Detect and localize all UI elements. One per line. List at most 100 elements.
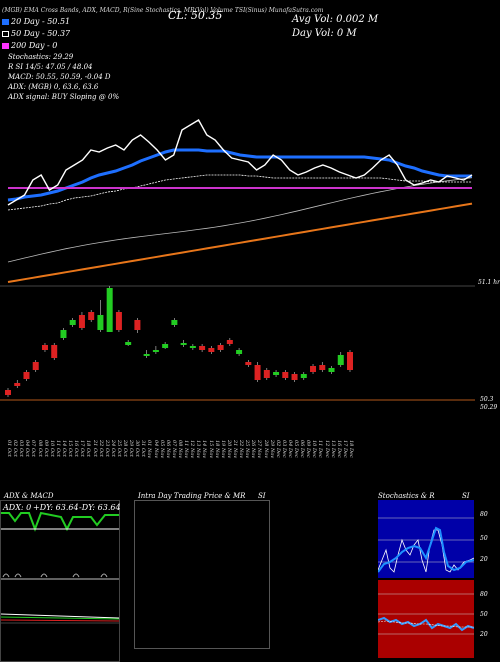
stochastics-chart [378,517,474,573]
adx-line [1,511,119,532]
date-label: 10 Dec [311,440,318,458]
date-label: 22 Nov [238,440,245,459]
date-label: 13 Nov [195,440,202,459]
histogram-line [1,619,119,622]
orange-band-line [7,202,473,283]
candle-body [208,348,215,352]
date-label: 18 Dec [348,440,354,458]
candle-body [245,362,252,365]
candle-body [300,374,307,378]
ma-series [7,119,473,283]
vol-top-label: 50.3 [480,396,494,403]
date-label: 28 Nov [262,440,269,459]
date-label: 04 Dec [286,440,293,458]
candle-body [189,346,196,348]
date-label: 07 Nov [170,440,177,459]
macd-info: MACD: 50.55, 50.59, -0.04 D [8,73,111,81]
date-label: 08 Oct [36,440,43,457]
adx-value: ADX: 0 [3,503,32,512]
date-label: 12 Nov [189,440,196,459]
candle-body [291,374,298,380]
date-label: 18 Oct [85,440,92,457]
date-label: 10 Oct [48,440,55,457]
macd-histogram-top [2,573,108,578]
date-label: 30 Oct [134,440,141,457]
main-price-chart [0,119,475,401]
intraday-panel [134,500,270,649]
candle-body [273,372,280,375]
date-label: 11 Dec [317,440,324,458]
date-label: 26 Nov [250,440,257,459]
rsi-tick-50: 50 [480,611,488,618]
date-label: 12 Dec [323,440,330,458]
candle-body [97,315,104,330]
rsi-chart [378,593,474,635]
date-label: 14 Oct [60,440,67,457]
candle-body [180,343,187,345]
rsi-line [378,616,474,632]
candle-body [310,366,317,372]
ema200-label: 200 Day - 0 [11,41,58,50]
date-label: 04 Oct [24,440,31,457]
intraday-panel-title-right: SI [258,492,266,500]
date-label: 14 Nov [201,440,208,459]
mrsi-line [378,620,474,628]
vol-bottom-label: 50.29 [480,404,498,411]
date-label: 07 Oct [30,440,37,457]
stoch-panel-title: Stochastics & R [378,492,435,500]
date-label: 17 Oct [79,440,86,457]
ma-pane-label: 51.1 hr [478,279,500,286]
candle-body [69,320,76,325]
candle-body [226,340,233,344]
stoch-tick-20: 20 [480,556,488,563]
candle-body [217,345,224,350]
date-label: 22 Oct [97,440,104,457]
date-label: 21 Nov [231,440,238,459]
date-label: 15 Nov [207,440,214,459]
rsi-info: R SI 14/5: 47.05 / 48.04 [8,63,93,71]
stoch-panel-title-right: SI [462,492,470,500]
stochastics-panel [378,500,474,578]
candle-body [88,312,95,320]
avg-volume: Avg Vol: 0.002 M [292,14,379,25]
candle-body [152,350,159,352]
candles [5,286,353,397]
date-label: 02 Dec [274,440,281,458]
adx-info: ADX: (MGB) 0, 63.6, 63.6 [8,83,99,91]
legend-ema50: 50 Day - 50.37 [2,30,70,38]
adx-panel-title: ADX & MACD [4,492,54,500]
date-label: 01 Oct [6,440,12,457]
candle-body [23,372,30,379]
date-label: 31 Oct [140,440,147,457]
date-label: 21 Oct [91,440,98,457]
date-label: 09 Dec [305,440,312,458]
close-price: CL: 50.35 [168,9,223,22]
signal-line [1,616,119,620]
candle-body [319,365,326,370]
ema20-swatch [2,19,9,25]
lower-envelope-line [7,177,473,263]
candle-body [263,370,270,378]
date-label: 19 Nov [219,440,226,459]
candle-body [254,365,261,380]
date-label: 03 Oct [18,440,25,457]
date-label: 25 Nov [244,440,251,459]
date-label: 16 Dec [335,440,342,458]
plus-di-value: +DY: 63.64 [33,503,79,512]
ema200-swatch [2,43,9,49]
adx-signal-info: ADX signal: BUY Sloping @ 0% [8,93,120,101]
candle-body [5,390,11,395]
candle-body [125,342,132,345]
intraday-panel-title: Intra Day Trading Price & MR [138,492,246,500]
date-label: 03 Dec [280,440,287,458]
candle-body [115,312,122,330]
date-label: 29 Nov [268,440,275,459]
candle-body [106,288,113,332]
candle-body [171,320,178,325]
candle-body [199,346,206,350]
date-label: 09 Oct [42,440,49,457]
candle-body [14,383,21,386]
candle-body [41,345,48,350]
candle-body [143,354,150,356]
date-label: 01 Nov [146,440,153,459]
